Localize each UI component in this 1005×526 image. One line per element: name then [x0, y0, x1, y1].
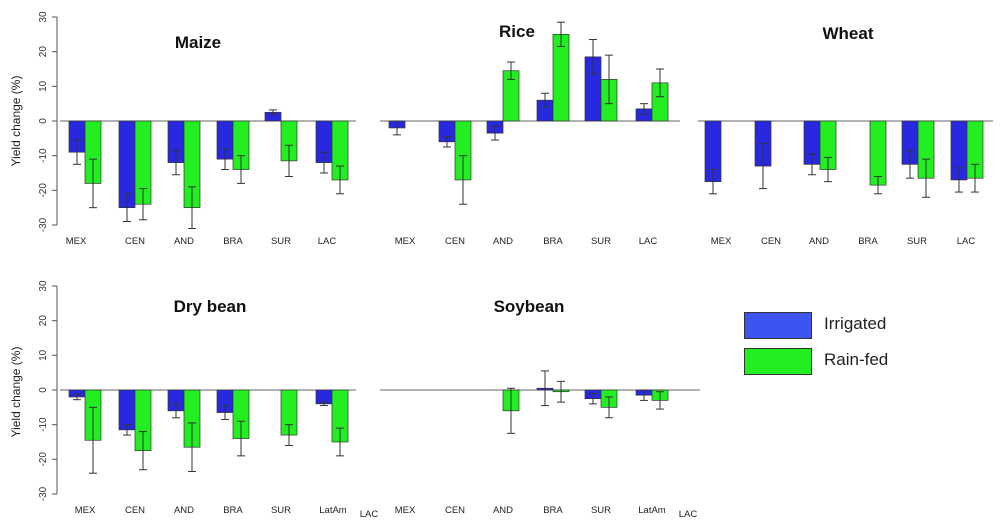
legend-swatch-irrigated: [744, 312, 812, 339]
category-label: BRA: [858, 236, 878, 247]
bar-rainfed: [869, 120, 887, 186]
category-label: SUR: [271, 236, 291, 247]
y-tick-label: 10: [38, 349, 49, 361]
category-label: AND: [809, 236, 829, 247]
legend-label-irrigated: Irrigated: [824, 314, 887, 333]
y-tick-label: 10: [38, 80, 49, 92]
y-axis-label: Yield change (%): [9, 347, 23, 438]
category-label: CEN: [125, 505, 145, 516]
category-label: SUR: [591, 236, 611, 247]
extra-lac-label: LAC: [360, 509, 379, 520]
panel-title: Dry bean: [174, 297, 247, 316]
legend-item-irrigated: Irrigated: [744, 312, 944, 342]
category-label: SUR: [591, 505, 611, 516]
panel-title: Wheat: [823, 24, 874, 43]
panel-title: Maize: [175, 33, 221, 52]
legend: Irrigated Rain-fed: [744, 312, 944, 382]
bar-irrigated: [118, 389, 136, 431]
category-label: AND: [493, 505, 513, 516]
category-label: BRA: [223, 505, 243, 516]
category-label: LAC: [957, 236, 976, 247]
panel-soybean: Soybean MEX CEN AND BRA SUR LatAm: [380, 297, 700, 516]
category-label: BRA: [543, 505, 563, 516]
panel-dry-bean: -30 -20 -10 0 10 20 30 Dry bean MEX CEN AND BRA SUR L…: [38, 280, 356, 516]
panel-wheat: Wheat MEX CEN AND BRA SUR LAC: [698, 24, 993, 247]
category-label: CEN: [445, 236, 465, 247]
panel-rice: Rice MEX CEN AND BRA SUR LAC: [380, 21, 680, 247]
y-tick-label: -10: [38, 417, 49, 432]
category-label: AND: [174, 505, 194, 516]
y-tick-label: -20: [38, 452, 49, 467]
legend-swatch-rainfed: [744, 348, 812, 375]
category-label: BRA: [543, 236, 563, 247]
y-tick-label: -10: [38, 148, 49, 163]
panel-maize: -30 -20 -10 0 10 20 30 Maize MEX CEN AND BRA SUR LAC: [38, 11, 356, 247]
category-label: LatAm: [319, 505, 347, 516]
category-label: MEX: [395, 236, 416, 247]
panel-title: Soybean: [494, 297, 565, 316]
legend-item-rainfed: Rain-fed: [744, 348, 944, 378]
category-label: MEX: [395, 505, 416, 516]
category-label: SUR: [907, 236, 927, 247]
category-label: MEX: [66, 236, 87, 247]
legend-label-rainfed: Rain-fed: [824, 350, 889, 369]
extra-lac-label: LAC: [679, 509, 698, 520]
y-tick-label: 30: [38, 11, 49, 23]
category-label: CEN: [761, 236, 781, 247]
panel-title: Rice: [499, 22, 535, 41]
category-label: MEX: [711, 236, 732, 247]
y-tick-label: 20: [38, 315, 49, 327]
category-label: CEN: [445, 505, 465, 516]
category-label: BRA: [223, 236, 243, 247]
category-label: LatAm: [638, 505, 666, 516]
y-axis-label: Yield change (%): [9, 76, 23, 167]
y-tick-label: 20: [38, 46, 49, 58]
y-tick-label: 30: [38, 280, 49, 292]
y-tick-label: -20: [38, 183, 49, 198]
y-tick-label: -30: [38, 217, 49, 232]
y-tick-label: 0: [38, 118, 49, 124]
category-label: CEN: [125, 236, 145, 247]
bar-rainfed: [552, 33, 570, 122]
category-label: LAC: [639, 236, 658, 247]
category-label: MEX: [75, 505, 96, 516]
y-tick-label: -30: [38, 486, 49, 501]
category-label: LAC: [318, 236, 337, 247]
y-tick-label: 0: [38, 387, 49, 393]
category-label: SUR: [271, 505, 291, 516]
category-label: AND: [174, 236, 194, 247]
category-label: AND: [493, 236, 513, 247]
